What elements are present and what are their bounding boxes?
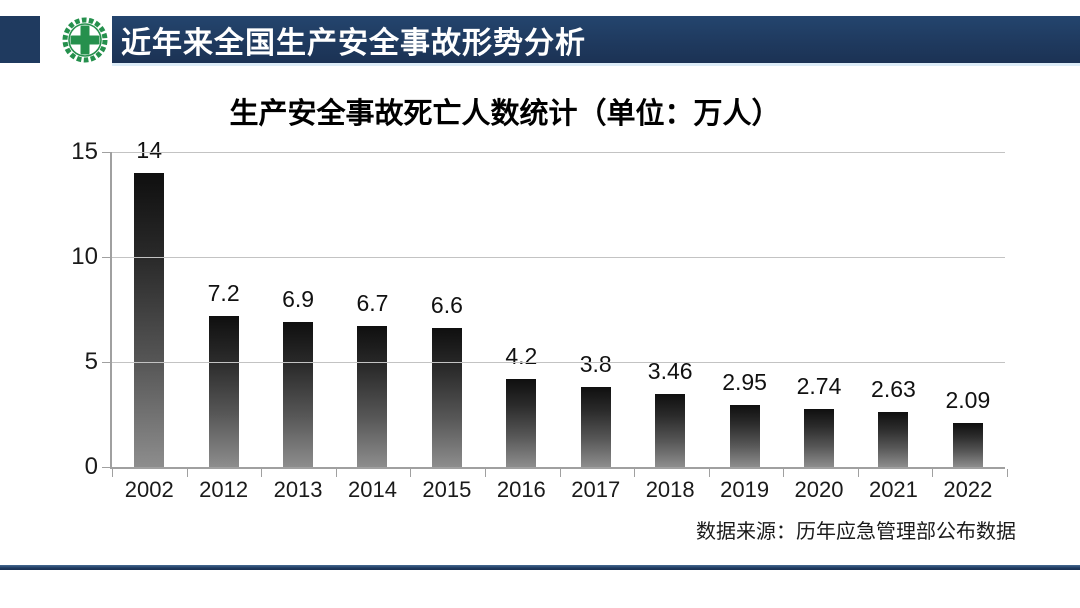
x-axis-label-2017: 2017 xyxy=(571,477,621,502)
y-tick-10 xyxy=(102,256,111,258)
x-axis-label-2012: 2012 xyxy=(199,477,249,502)
chart-title: 生产安全事故死亡人数统计（单位：万人） xyxy=(229,98,781,130)
x-tick-7 xyxy=(634,469,636,477)
bar-slot-2020: 2.74 xyxy=(782,152,856,467)
x-tick-6 xyxy=(559,469,561,477)
bar-value-label-2018: 3.46 xyxy=(647,358,693,385)
bar-value-label-2020: 2.74 xyxy=(796,373,842,400)
bar-slot-2015: 6.6 xyxy=(410,152,484,467)
bar-value-label-2017: 3.8 xyxy=(579,351,612,378)
x-tick-3 xyxy=(335,469,337,477)
bar-2015 xyxy=(431,328,462,467)
x-axis-label-2019: 2019 xyxy=(720,477,770,502)
bar-slot-2014: 6.7 xyxy=(335,152,409,467)
bar-value-label-2013: 6.9 xyxy=(282,286,315,313)
x-tick-4 xyxy=(410,469,412,477)
x-axis-label-2014: 2014 xyxy=(348,477,397,502)
bar-value-label-2012: 7.2 xyxy=(207,279,240,306)
bar-2016 xyxy=(506,378,537,467)
y-axis-label-15: 15 xyxy=(71,138,98,165)
bar-2014 xyxy=(357,326,388,467)
header-banner: 近年来全国生产安全事故形势分析 xyxy=(112,16,1080,63)
x-axis-labels: 2002 2012 2013 2014 2015 2016 2017 2018 2019 2020… xyxy=(112,477,1005,503)
bar-slot-2013: 6.9 xyxy=(261,152,335,467)
data-source-note: 数据来源：历年应急管理部公布数据 xyxy=(696,521,1016,543)
y-axis-label-5: 5 xyxy=(84,348,98,375)
x-axis-label-2021: 2021 xyxy=(868,477,918,502)
bar-slot-2002: 14 xyxy=(112,137,186,467)
bar-value-label-2014: 6.7 xyxy=(356,290,389,317)
x-tick-9 xyxy=(783,469,785,477)
x-tick-12 xyxy=(1007,469,1008,477)
x-axis-label-2016: 2016 xyxy=(496,477,546,502)
gridline-5 xyxy=(112,361,1005,363)
bar-slot-2018: 3.46 xyxy=(633,152,707,467)
bar-slot-2019: 2.95 xyxy=(707,152,781,467)
bar-slot-2012: 7.2 xyxy=(186,152,260,467)
y-axis-label-0: 0 xyxy=(84,453,98,480)
bar-2022 xyxy=(952,423,983,467)
work-safety-emblem-icon xyxy=(62,17,108,63)
gridline-10 xyxy=(112,256,1005,258)
x-tick-2 xyxy=(261,469,263,477)
bar-slot-2021: 2.63 xyxy=(856,152,930,467)
x-axis-label-2002: 2002 xyxy=(124,477,174,502)
x-axis-label-2022: 2022 xyxy=(943,477,993,502)
bar-value-label-2016: 4.2 xyxy=(505,342,538,369)
x-axis-label-2020: 2020 xyxy=(794,477,844,502)
y-tick-15 xyxy=(102,151,111,153)
header-left-accent-block xyxy=(0,16,40,63)
header-title: 近年来全国生产安全事故形势分析 xyxy=(121,26,586,60)
bar-slot-2017: 3.8 xyxy=(559,152,633,467)
x-axis-line xyxy=(110,467,1005,469)
bar-2018 xyxy=(655,394,686,467)
bars-container: 14 7.2 6.9 6.7 6.6 4.2 3.8 3.46 2.95 2.74 2.63 2.09 xyxy=(112,137,1005,467)
x-tick-1 xyxy=(186,469,188,477)
bar-2002 xyxy=(134,173,165,467)
bar-value-label-2022: 2.09 xyxy=(945,387,991,414)
x-tick-8 xyxy=(708,469,710,477)
x-tick-5 xyxy=(484,469,486,477)
bar-2017 xyxy=(580,387,611,467)
x-axis-label-2018: 2018 xyxy=(645,477,695,502)
bar-2021 xyxy=(878,411,909,467)
bar-2013 xyxy=(283,322,314,467)
x-tick-0 xyxy=(112,469,113,477)
x-tick-11 xyxy=(932,469,934,477)
x-axis-label-2013: 2013 xyxy=(273,477,323,502)
bar-2012 xyxy=(208,315,239,467)
bar-value-label-2002: 14 xyxy=(136,137,162,163)
y-tick-0 xyxy=(102,466,111,468)
bottom-divider-rule xyxy=(0,565,1080,570)
plot-area: 14 7.2 6.9 6.7 6.6 4.2 3.8 3.46 2.95 2.74 2.63 2.09… xyxy=(71,137,1008,502)
y-tick-5 xyxy=(102,361,111,363)
gridline-15 xyxy=(112,151,1005,153)
bar-value-label-2015: 6.6 xyxy=(430,292,463,319)
bar-slot-2022: 2.09 xyxy=(931,152,1005,467)
y-axis-label-10: 10 xyxy=(71,243,98,270)
bar-value-label-2021: 2.63 xyxy=(871,375,916,402)
bar-2020 xyxy=(804,409,834,467)
x-tick-10 xyxy=(857,469,859,477)
bar-value-label-2019: 2.95 xyxy=(722,369,767,396)
x-axis-label-2015: 2015 xyxy=(422,477,472,502)
bar-2019 xyxy=(729,405,760,467)
bar-slot-2016: 4.2 xyxy=(484,152,558,467)
